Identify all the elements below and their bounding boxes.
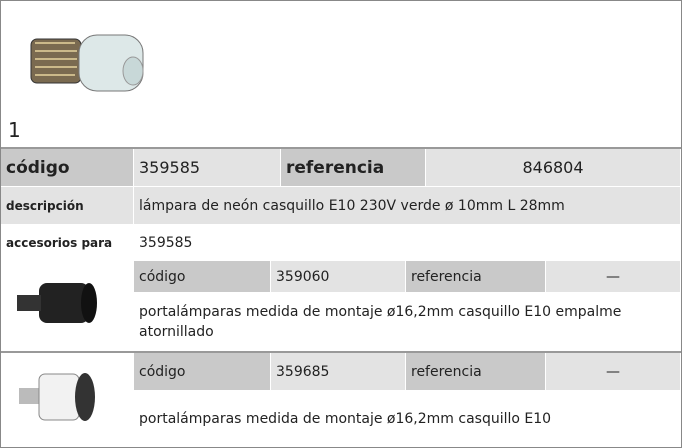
label: referencia	[406, 353, 546, 391]
value: 359685	[271, 353, 406, 391]
label: código	[1, 149, 134, 187]
value: —	[546, 353, 681, 391]
label: referencia	[281, 149, 426, 187]
description: portalámparas medida de montaje ø16,2mm …	[134, 391, 681, 447]
value: 359060	[271, 261, 406, 293]
value: 359585	[134, 225, 681, 261]
holder-image	[17, 283, 97, 323]
label: referencia	[406, 261, 546, 293]
description: portalámparas medida de montaje ø16,2mm …	[134, 293, 681, 351]
label: código	[134, 353, 271, 391]
label: accesorios para	[1, 225, 134, 261]
holder-image	[19, 373, 95, 421]
lamp-image	[30, 34, 144, 92]
value: lámpara de neón casquillo E10 230V verde…	[134, 187, 681, 225]
image-label: 1	[3, 113, 43, 147]
label: descripción	[1, 187, 134, 225]
label: código	[134, 261, 271, 293]
value: 359585	[134, 149, 281, 187]
value: —	[546, 261, 681, 293]
value: 846804	[426, 149, 681, 187]
